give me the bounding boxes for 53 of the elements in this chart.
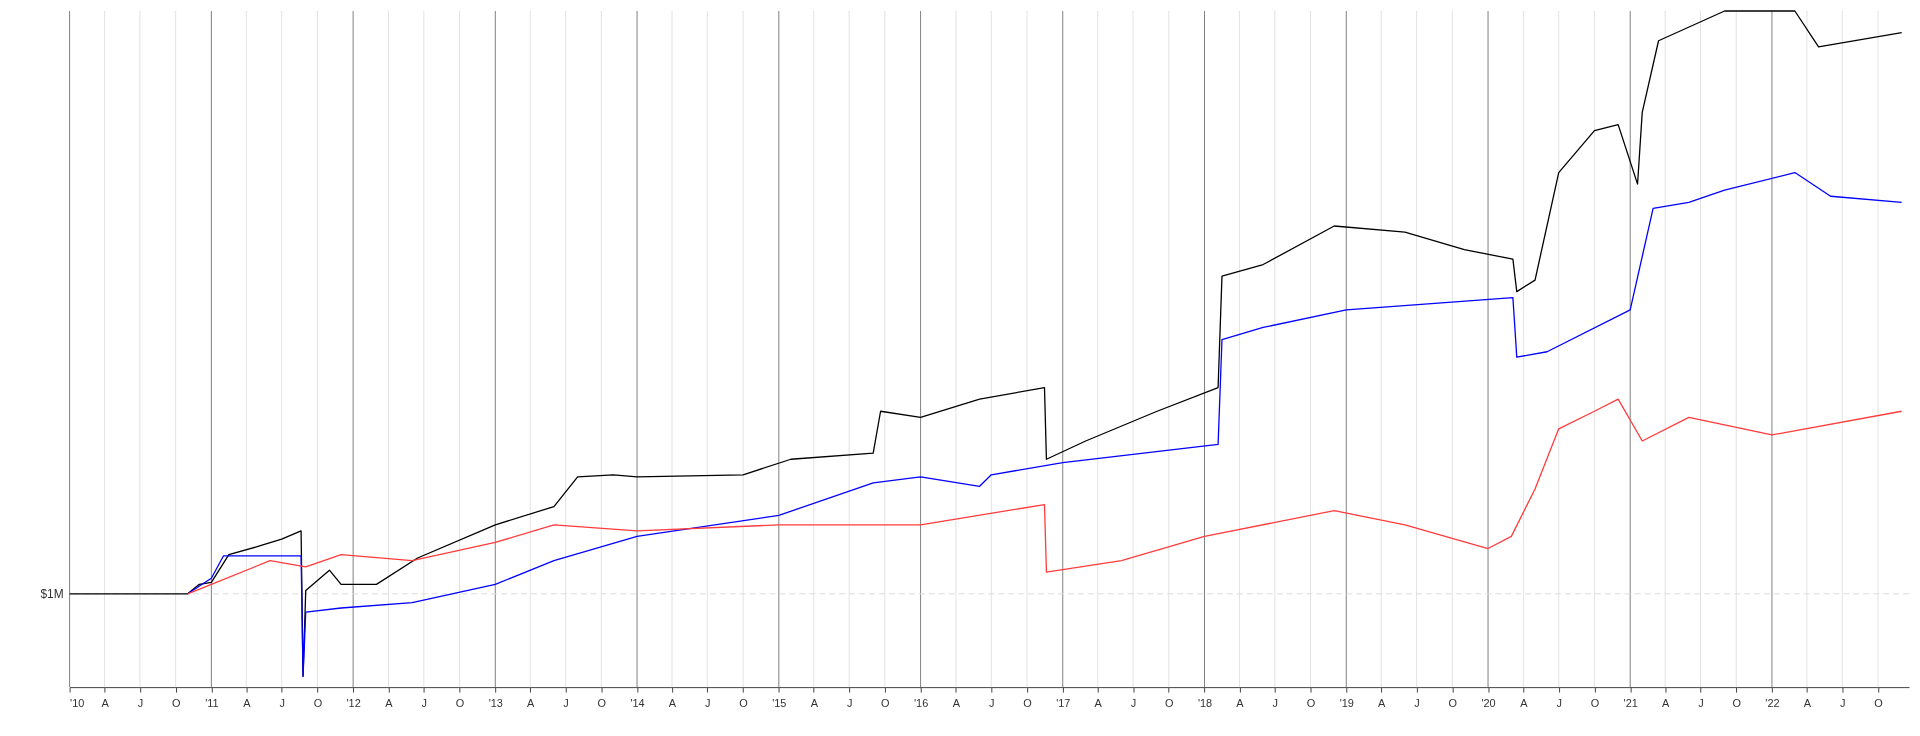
x-tick-label: '18 [1197,697,1213,710]
x-tick-label: J [1414,697,1420,710]
x-tick-label: O [455,697,465,710]
x-tick-label: A [668,697,677,710]
x-tick-label: A [385,697,394,710]
x-tick-label: '19 [1339,697,1354,710]
x-tick-label: '22 [1765,697,1780,710]
x-tick-label: O [881,697,890,710]
x-tick-label: '15 [772,697,787,710]
x-tick-label: '13 [488,697,503,710]
x-tick-label: J [1840,697,1846,710]
x-tick-label: A [810,697,819,710]
x-tick-label: A [1520,697,1529,710]
x-tick-label: J [1698,697,1704,710]
x-tick-label: A [952,697,961,710]
x-tick-label: '10 [70,697,85,710]
x-tick-label: J [421,697,428,710]
x-tick-label: J [705,697,711,710]
x-tick-label: J [563,697,569,710]
x-tick-label: O [1732,697,1741,710]
x-tick-label: O [313,697,323,710]
x-tick-label: '14 [630,697,645,710]
x-tick-label: '11 [205,697,219,710]
x-tick-label: O [1448,697,1458,710]
x-tick-label: J [1272,697,1279,710]
x-tick-label: O [1165,697,1174,710]
x-tick-label: A [101,697,110,710]
x-tick-label: A [1662,697,1670,710]
x-tick-label: O [171,697,181,710]
x-tick-label: A [243,697,252,710]
x-tick-label: A [527,697,536,710]
x-tick-label: A [1236,697,1245,710]
x-tick-label: O [1874,697,1883,710]
x-tick-label: O [1306,697,1316,710]
x-tick-label: J [1130,697,1137,710]
x-tick-label: O [1590,697,1600,710]
x-tick-label: O [739,697,748,710]
x-tick-label: '16 [913,697,929,710]
x-tick-label: J [1556,697,1562,710]
x-tick-label: '17 [1056,697,1071,710]
x-tick-label: A [1803,697,1812,710]
x-tick-label: O [1023,697,1032,710]
x-tick-label: J [137,697,144,710]
x-tick-label: '12 [346,697,361,710]
x-tick-label: A [1094,697,1103,710]
x-tick-label: O [597,697,607,710]
x-tick-label: '21 [1623,697,1638,710]
x-tick-label: A [1378,697,1387,710]
x-tick-label: J [989,697,995,710]
x-tick-label: J [279,697,285,710]
x-tick-label: J [846,697,853,710]
x-tick-label: '20 [1481,697,1496,710]
ref-line-label: $1M [40,586,64,601]
